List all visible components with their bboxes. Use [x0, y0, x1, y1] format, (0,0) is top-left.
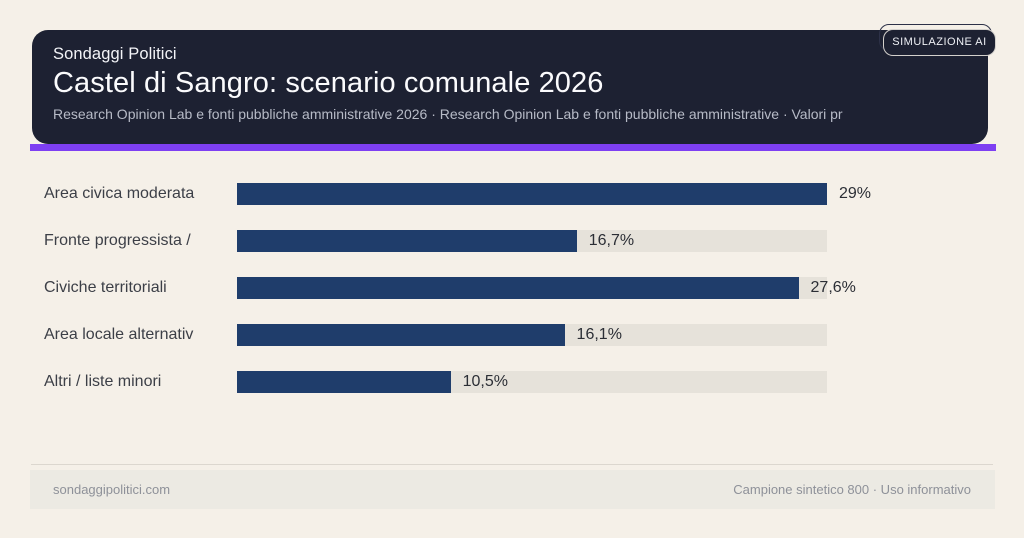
site-url: sondaggipolitici.com: [53, 482, 171, 497]
footer-divider: [31, 464, 993, 465]
bar-chart: Area civica moderata 29% Fronte progress…: [44, 183, 874, 418]
chart-row: Fronte progressista / 16,7%: [44, 230, 874, 252]
badge-label: SIMULAZIONE AI: [883, 29, 996, 56]
bar-value-label: 10,5%: [462, 373, 508, 390]
bar-value-label: 27,6%: [810, 279, 856, 296]
bar-track: 29%: [237, 183, 871, 205]
bar-value-label: 16,1%: [576, 326, 622, 343]
bar-fill: [237, 371, 451, 393]
chart-row: Civiche territoriali 27,6%: [44, 277, 874, 299]
chart-row: Altri / liste minori 10,5%: [44, 371, 874, 393]
page-title: Castel di Sangro: scenario comunale 2026: [53, 67, 604, 99]
bar-fill: [237, 324, 565, 346]
brand-kicker: Sondaggi Politici: [53, 45, 177, 63]
bar-value-label: 29%: [839, 185, 872, 202]
bar-track: 10,5%: [237, 371, 827, 393]
bar-track: 27,6%: [237, 277, 856, 299]
header: Sondaggi Politici Castel di Sangro: scen…: [32, 30, 988, 144]
category-label: Fronte progressista /: [44, 232, 191, 249]
sample-note: Campione sintetico 800 · Uso informativo: [733, 482, 971, 497]
bar-track: 16,1%: [237, 324, 827, 346]
bar-fill: [237, 277, 799, 299]
category-label: Altri / liste minori: [44, 373, 162, 390]
simulation-badge: SIMULAZIONE AI: [879, 24, 997, 57]
accent-bar: [30, 144, 996, 151]
bar-fill: [237, 183, 827, 205]
source-subtitle: Research Opinion Lab e fonti pubbliche a…: [53, 106, 843, 122]
bar-track: 16,7%: [237, 230, 827, 252]
category-label: Area locale alternativ: [44, 326, 194, 343]
chart-row: Area locale alternativ 16,1%: [44, 324, 874, 346]
category-label: Civiche territoriali: [44, 279, 167, 296]
footer: sondaggipolitici.com Campione sintetico …: [30, 470, 995, 509]
chart-row: Area civica moderata 29%: [44, 183, 874, 205]
bar-fill: [237, 230, 577, 252]
bar-value-label: 16,7%: [588, 232, 635, 249]
category-label: Area civica moderata: [44, 185, 195, 202]
